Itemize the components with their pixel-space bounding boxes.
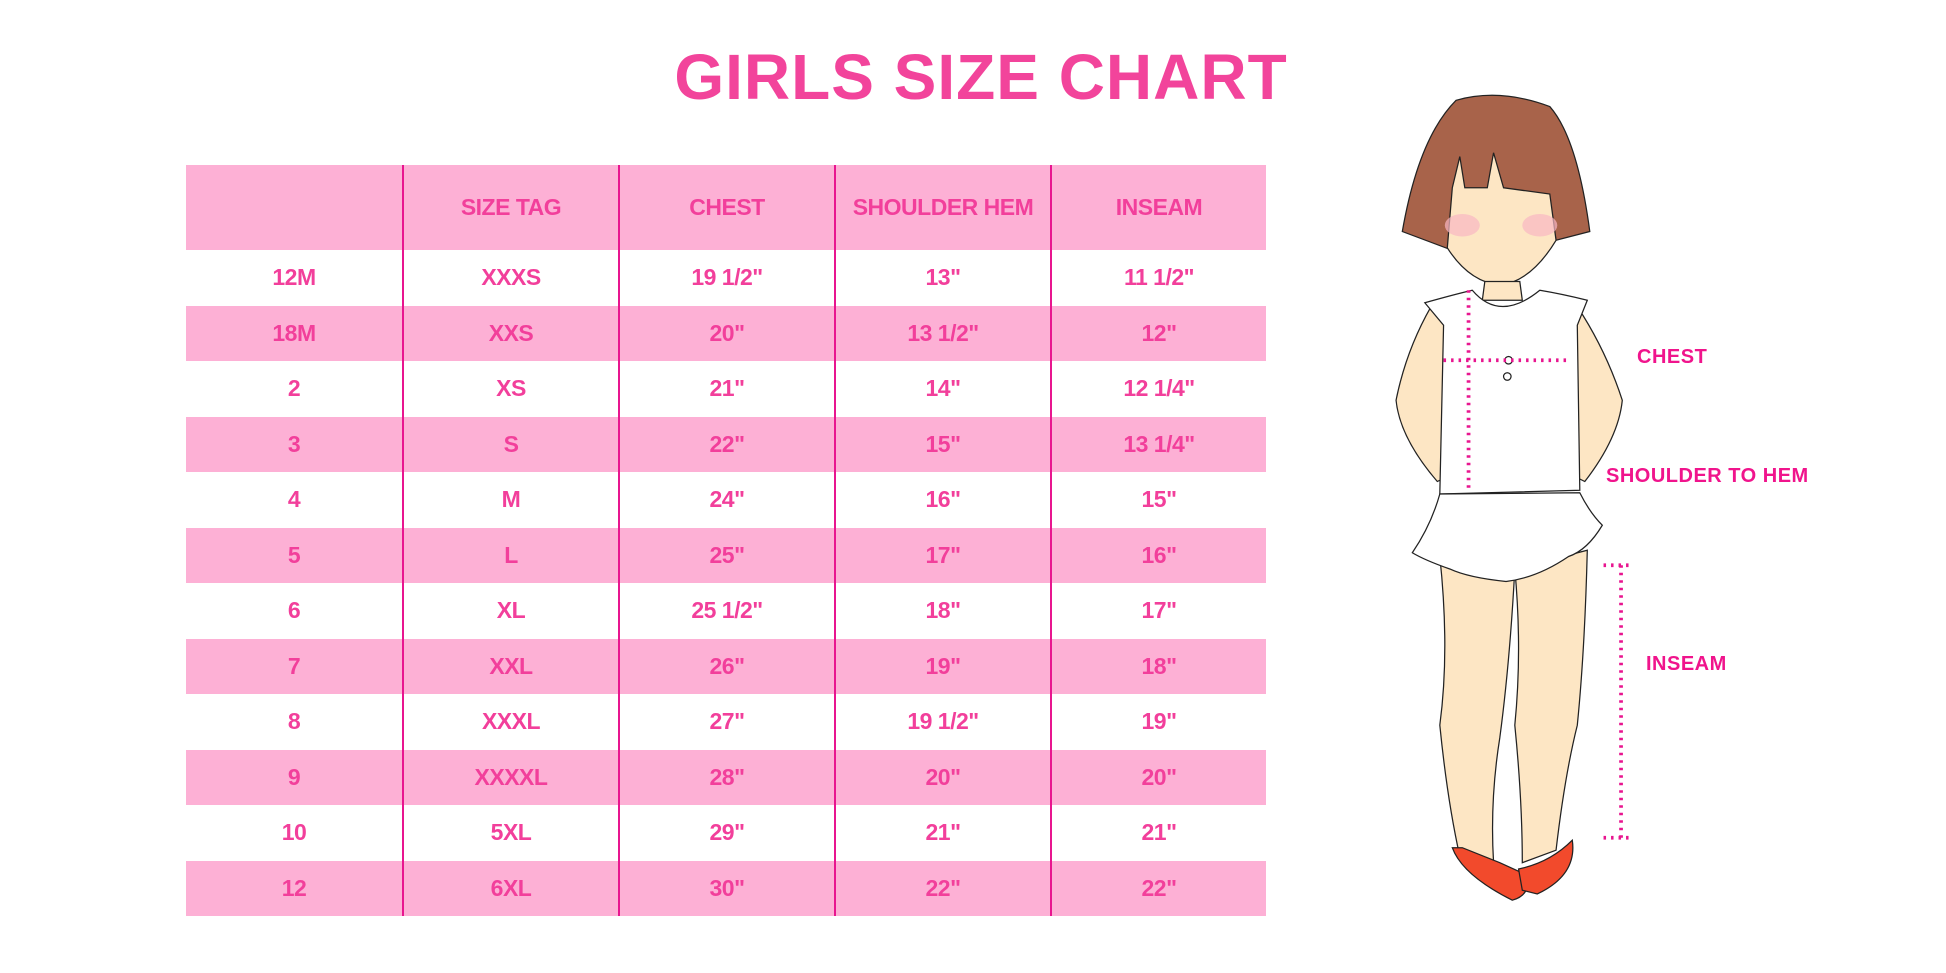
table-row: 3 S 22" 15" 13 1/4" xyxy=(186,416,1266,472)
table-cell: 13 1/2" xyxy=(834,305,1050,361)
table-cell: 13" xyxy=(834,250,1050,306)
table-cell: 20" xyxy=(618,305,834,361)
right-arm xyxy=(1571,305,1623,483)
table-cell: 22" xyxy=(834,860,1050,916)
column-header: CHEST xyxy=(618,165,834,250)
table-cell: 4 xyxy=(287,486,301,513)
right-shoe xyxy=(1517,838,1574,895)
table-row: 5 L 25" 17" 16" xyxy=(186,527,1266,583)
table-cell: 21" xyxy=(834,805,1050,861)
table-row: 9 XXXXL 28" 20" 20" xyxy=(186,749,1266,805)
table-header-row: SIZE TAG CHEST SHOULDER HEM INSEAM xyxy=(186,165,1266,250)
measurement-lines xyxy=(1443,290,1632,840)
table-cell: XS xyxy=(402,361,618,417)
table-cell: 7 xyxy=(287,652,301,679)
table-cell: XXL xyxy=(402,638,618,694)
table-cell: 24" xyxy=(618,472,834,528)
table-cell: 21" xyxy=(618,361,834,417)
table-cell: XXS xyxy=(402,305,618,361)
table-row: 8 XXXL 27" 19 1/2" 19" xyxy=(186,694,1266,750)
table-cell: 19" xyxy=(1050,694,1266,750)
table-cell: XXXXL xyxy=(402,749,618,805)
table-cell: 19 1/2" xyxy=(834,694,1050,750)
table-cell: 22" xyxy=(1050,860,1266,916)
table-cell: 12M xyxy=(272,264,316,291)
left-arm xyxy=(1395,305,1451,483)
table-cell: 6XL xyxy=(402,860,618,916)
table-cell: M xyxy=(402,472,618,528)
table-cell: 17" xyxy=(1050,583,1266,639)
table-cell: XXXL xyxy=(402,694,618,750)
table-cell: XXXS xyxy=(402,250,618,306)
table-cell: 25" xyxy=(618,527,834,583)
table-cell: 16" xyxy=(1050,527,1266,583)
table-cell: 20" xyxy=(834,749,1050,805)
table-cell: 12 xyxy=(281,874,307,901)
table-cell: L xyxy=(402,527,618,583)
skirt xyxy=(1411,492,1604,583)
table-cell: 12 1/4" xyxy=(1050,361,1266,417)
shirt xyxy=(1423,289,1589,495)
table-row: 4 M 24" 16" 15" xyxy=(186,472,1266,528)
column-header: INSEAM xyxy=(1050,165,1266,250)
table-cell: 18" xyxy=(1050,638,1266,694)
table-cell: 15" xyxy=(1050,472,1266,528)
table-cell: 15" xyxy=(834,416,1050,472)
table-cell: 19" xyxy=(834,638,1050,694)
table-cell: 5 xyxy=(287,541,301,568)
table-cell: 25 1/2" xyxy=(618,583,834,639)
table-cell: 21" xyxy=(1050,805,1266,861)
table-row: 7 XXL 26" 19" 18" xyxy=(186,638,1266,694)
table-cell: 18M xyxy=(272,319,316,346)
table-cell: 10 xyxy=(281,819,307,846)
table-cell: 19 1/2" xyxy=(618,250,834,306)
table-cell: 27" xyxy=(618,694,834,750)
table-cell: S xyxy=(402,416,618,472)
table-cell: 13 1/4" xyxy=(1050,416,1266,472)
table-cell: 11 1/2" xyxy=(1050,250,1266,306)
table-cell: XL xyxy=(402,583,618,639)
table-cell: 5XL xyxy=(402,805,618,861)
left-leg xyxy=(1439,555,1516,864)
table-row: 6 XL 25 1/2" 18" 17" xyxy=(186,583,1266,639)
table-cell: 3 xyxy=(287,430,301,457)
inseam-label: INSEAM xyxy=(1646,653,1727,675)
table-cell: 16" xyxy=(834,472,1050,528)
table-cell: 26" xyxy=(618,638,834,694)
right-leg xyxy=(1514,549,1588,864)
table-cell: 17" xyxy=(834,527,1050,583)
table-row: 12 6XL 30" 22" 22" xyxy=(186,860,1266,916)
table-cell: 29" xyxy=(618,805,834,861)
table-cell: 28" xyxy=(618,749,834,805)
column-header: SIZE TAG xyxy=(402,165,618,250)
table-cell: 18" xyxy=(834,583,1050,639)
table-cell: 6 xyxy=(287,597,301,624)
shoulder-to-hem-label: SHOULDER TO HEM xyxy=(1606,465,1809,487)
table-row: 2 XS 21" 14" 12 1/4" xyxy=(186,361,1266,417)
chest-label: CHEST xyxy=(1637,346,1708,368)
table-cell: 9 xyxy=(287,763,301,790)
table-cell: 2 xyxy=(287,375,301,402)
table-row: 10 5XL 29" 21" 21" xyxy=(186,805,1266,861)
table-cell: 30" xyxy=(618,860,834,916)
table-cell: 14" xyxy=(834,361,1050,417)
table-cell: 20" xyxy=(1050,749,1266,805)
page-title: GIRLS SIZE CHART xyxy=(674,41,1288,113)
table-cell: 8 xyxy=(287,708,301,735)
column-header: SHOULDER HEM xyxy=(834,165,1050,250)
table-cell: 12" xyxy=(1050,305,1266,361)
table-row: 12M XXXS 19 1/2" 13" 11 1/2" xyxy=(186,250,1266,306)
table-row: 18M XXS 20" 13 1/2" 12" xyxy=(186,305,1266,361)
size-table: SIZE TAG CHEST SHOULDER HEM INSEAM 12M XXXS 19… xyxy=(186,165,1266,916)
table-cell: 22" xyxy=(618,416,834,472)
